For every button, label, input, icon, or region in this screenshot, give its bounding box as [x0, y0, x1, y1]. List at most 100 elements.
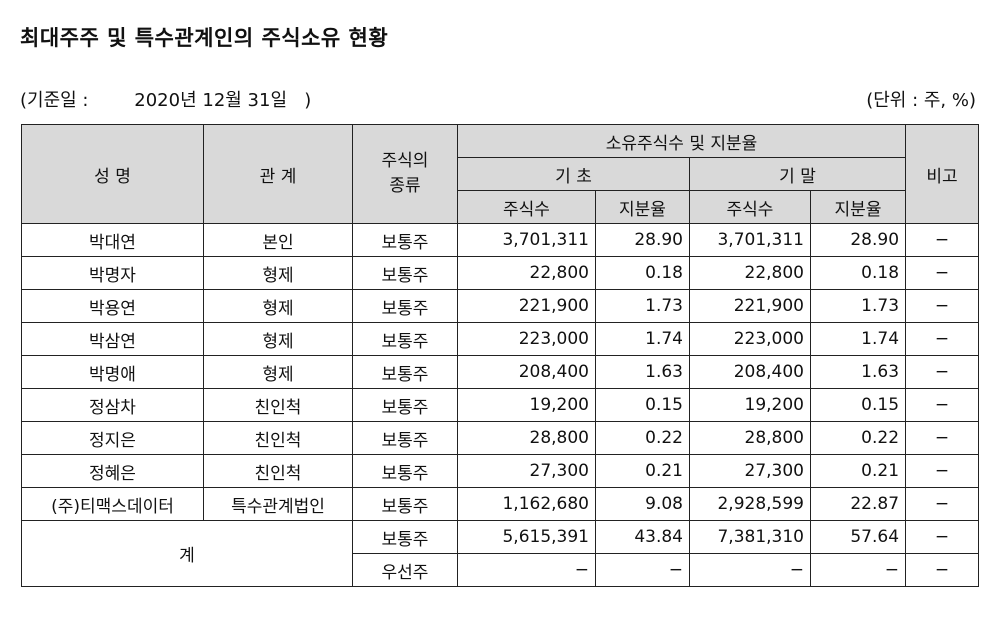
header-ownership: 소유주식수 및 지분율	[456, 124, 907, 158]
cell-end-ratio: 1.74	[809, 322, 907, 356]
header-end: 기 말	[688, 157, 907, 191]
cell-name: 박삼연	[21, 322, 204, 356]
cell-type: 보통주	[352, 487, 458, 521]
cell-begin-shares: 19,200	[457, 388, 596, 422]
table-row: 박용연 형제 보통주 221,900 1.73 221,900 1.73−	[21, 289, 980, 323]
cell-remark: −	[905, 421, 980, 455]
table-row: 정지은 친인척 보통주 28,800 0.22 28,800 0.22−	[21, 421, 980, 455]
cell-type: 보통주	[352, 322, 458, 356]
cell-end-shares: 3,701,311	[689, 223, 811, 257]
header-begin: 기 초	[457, 157, 690, 191]
cell-name: 정혜은	[21, 454, 204, 488]
header-name: 성 명	[21, 124, 204, 224]
cell-begin-shares: 3,701,311	[457, 223, 596, 257]
cell-begin-shares: 28,800	[457, 421, 596, 455]
header-begin-shares: 주식수	[457, 190, 596, 224]
basis-suffix: )	[304, 90, 312, 111]
total-cell-remark: −	[905, 553, 980, 587]
cell-relation: 형제	[203, 256, 353, 290]
shareholder-table: 성 명 관 계 주식의 종류 소유주식수 및 지분율 비고 기 초 기 말 주식…	[21, 124, 980, 587]
cell-end-ratio: 1.63	[809, 355, 907, 389]
cell-name: 박대연	[21, 223, 204, 257]
cell-type: 보통주	[352, 454, 458, 488]
cell-name: 정지은	[21, 421, 204, 455]
header-relation: 관 계	[203, 124, 353, 224]
page-title: 최대주주 및 특수관계인의 주식소유 현황	[20, 25, 389, 50]
cell-remark: −	[905, 487, 980, 521]
cell-type: 보통주	[352, 256, 458, 290]
cell-end-shares: 27,300	[689, 454, 811, 488]
cell-name: 박용연	[21, 289, 204, 323]
total-cell-remark: −	[905, 520, 980, 554]
total-cell-end-ratio: −	[809, 553, 907, 587]
cell-relation: 형제	[203, 322, 353, 356]
cell-begin-ratio: 1.63	[595, 355, 690, 389]
cell-begin-shares: 27,300	[457, 454, 596, 488]
unit-label: (단위 : 주, %)	[866, 90, 976, 111]
total-cell-begin-ratio: 43.84	[595, 520, 690, 554]
total-row: 우선주 − − − − −	[22, 553, 980, 587]
cell-name: 정삼차	[21, 388, 204, 422]
header-end-shares: 주식수	[689, 190, 811, 224]
cell-name: (주)티맥스데이터	[21, 487, 204, 521]
cell-remark: −	[905, 256, 980, 290]
header-end-ratio: 지분율	[809, 190, 907, 224]
total-row: 계 보통주 5,615,391 43.84 7,381,310 57.64−	[21, 520, 980, 587]
total-cell-begin-shares: −	[457, 553, 596, 587]
cell-remark: −	[905, 388, 980, 422]
table-row: 박명자 형제 보통주 22,800 0.18 22,800 0.18−	[21, 256, 980, 290]
cell-end-ratio: 0.21	[809, 454, 907, 488]
cell-relation: 특수관계법인	[203, 487, 353, 521]
cell-end-shares: 22,800	[689, 256, 811, 290]
cell-begin-ratio: 1.74	[595, 322, 690, 356]
cell-begin-ratio: 1.73	[595, 289, 690, 323]
cell-type: 보통주	[352, 421, 458, 455]
cell-begin-shares: 1,162,680	[457, 487, 596, 521]
cell-name: 박명애	[21, 355, 204, 389]
cell-begin-shares: 221,900	[457, 289, 596, 323]
cell-begin-shares: 208,400	[457, 355, 596, 389]
cell-end-ratio: 0.18	[809, 256, 907, 290]
total-cell-end-shares: −	[689, 553, 811, 587]
table-body: 박대연 본인 보통주 3,701,311 28.90 3,701,311 28.90− 박명자…	[21, 223, 980, 587]
cell-relation: 본인	[203, 223, 353, 257]
total-cell-end-ratio: 57.64	[809, 520, 907, 554]
header-stock-type: 주식의 종류	[352, 124, 458, 224]
cell-end-shares: 223,000	[689, 322, 811, 356]
cell-relation: 친인척	[203, 454, 353, 488]
cell-end-shares: 19,200	[689, 388, 811, 422]
cell-end-ratio: 0.22	[809, 421, 907, 455]
table-row: 박명애 형제 보통주 208,400 1.63 208,400 1.63−	[21, 355, 980, 389]
total-cell-begin-shares: 5,615,391	[457, 520, 596, 554]
header-begin-ratio: 지분율	[595, 190, 690, 224]
basis-date: (기준일 : 2020년 12월 31일 )	[20, 86, 311, 112]
cell-type: 보통주	[352, 355, 458, 389]
table-row: 정삼차 친인척 보통주 19,200 0.15 19,200 0.15−	[21, 388, 980, 422]
cell-type: 보통주	[352, 289, 458, 323]
cell-remark: −	[905, 223, 980, 257]
total-cell-end-shares: 7,381,310	[689, 520, 811, 554]
cell-remark: −	[905, 454, 980, 488]
cell-end-shares: 28,800	[689, 421, 811, 455]
cell-end-ratio: 28.90	[809, 223, 907, 257]
cell-relation: 친인척	[203, 388, 353, 422]
cell-remark: −	[905, 355, 980, 389]
cell-begin-ratio: 0.22	[595, 421, 690, 455]
cell-relation: 형제	[203, 355, 353, 389]
table-row: 박대연 본인 보통주 3,701,311 28.90 3,701,311 28.90−	[21, 223, 980, 257]
cell-begin-ratio: 28.90	[595, 223, 690, 257]
cell-relation: 형제	[203, 289, 353, 323]
total-label: 계	[21, 520, 353, 587]
basis-prefix: (기준일 :	[20, 90, 89, 111]
total-cell-type: 보통주	[352, 520, 458, 554]
total-cell-type: 우선주	[352, 553, 458, 587]
header-remark: 비고	[905, 124, 980, 224]
cell-type: 보통주	[352, 388, 458, 422]
cell-begin-ratio: 0.21	[595, 454, 690, 488]
cell-relation: 친인척	[203, 421, 353, 455]
cell-remark: −	[905, 322, 980, 356]
total-cell-begin-ratio: −	[595, 553, 690, 587]
table-row: (주)티맥스데이터 특수관계법인 보통주 1,162,680 9.08 2,928,599…	[21, 487, 980, 521]
table-row: 정혜은 친인척 보통주 27,300 0.21 27,300 0.21−	[21, 454, 980, 488]
cell-end-shares: 208,400	[689, 355, 811, 389]
